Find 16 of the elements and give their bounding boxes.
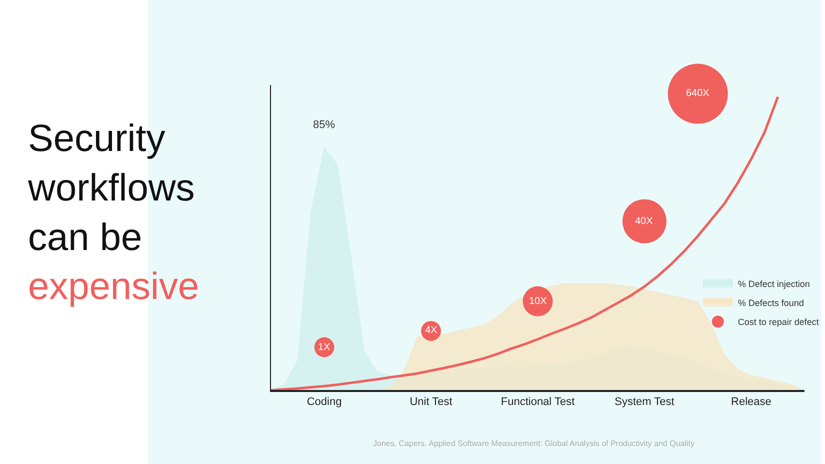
annotation: 640X xyxy=(686,88,710,99)
text: Security workflows can be expensive xyxy=(27,118,200,308)
annotation: 1X xyxy=(318,342,331,353)
text: Jones, Capers. Applied Software Measurement: Global Analysis of Productivity and Quality xyxy=(373,439,694,448)
legend-label: % Defects found xyxy=(738,298,804,308)
x-tick-label: Coding xyxy=(306,396,342,408)
x-tick-label: Release xyxy=(731,396,772,408)
legend-label: % Defect injection xyxy=(738,279,810,290)
annotation: 85% xyxy=(313,119,336,131)
x-tick-label: Unit Test xyxy=(410,396,452,408)
annotation: 40X xyxy=(635,216,654,227)
x-tick-label: System Test xyxy=(614,396,674,408)
legend-label: Cost to repair defect xyxy=(738,317,820,328)
x-tick-label: Functional Test xyxy=(500,396,575,408)
annotation: 10X xyxy=(529,296,548,307)
annotation: 4X xyxy=(425,325,438,336)
